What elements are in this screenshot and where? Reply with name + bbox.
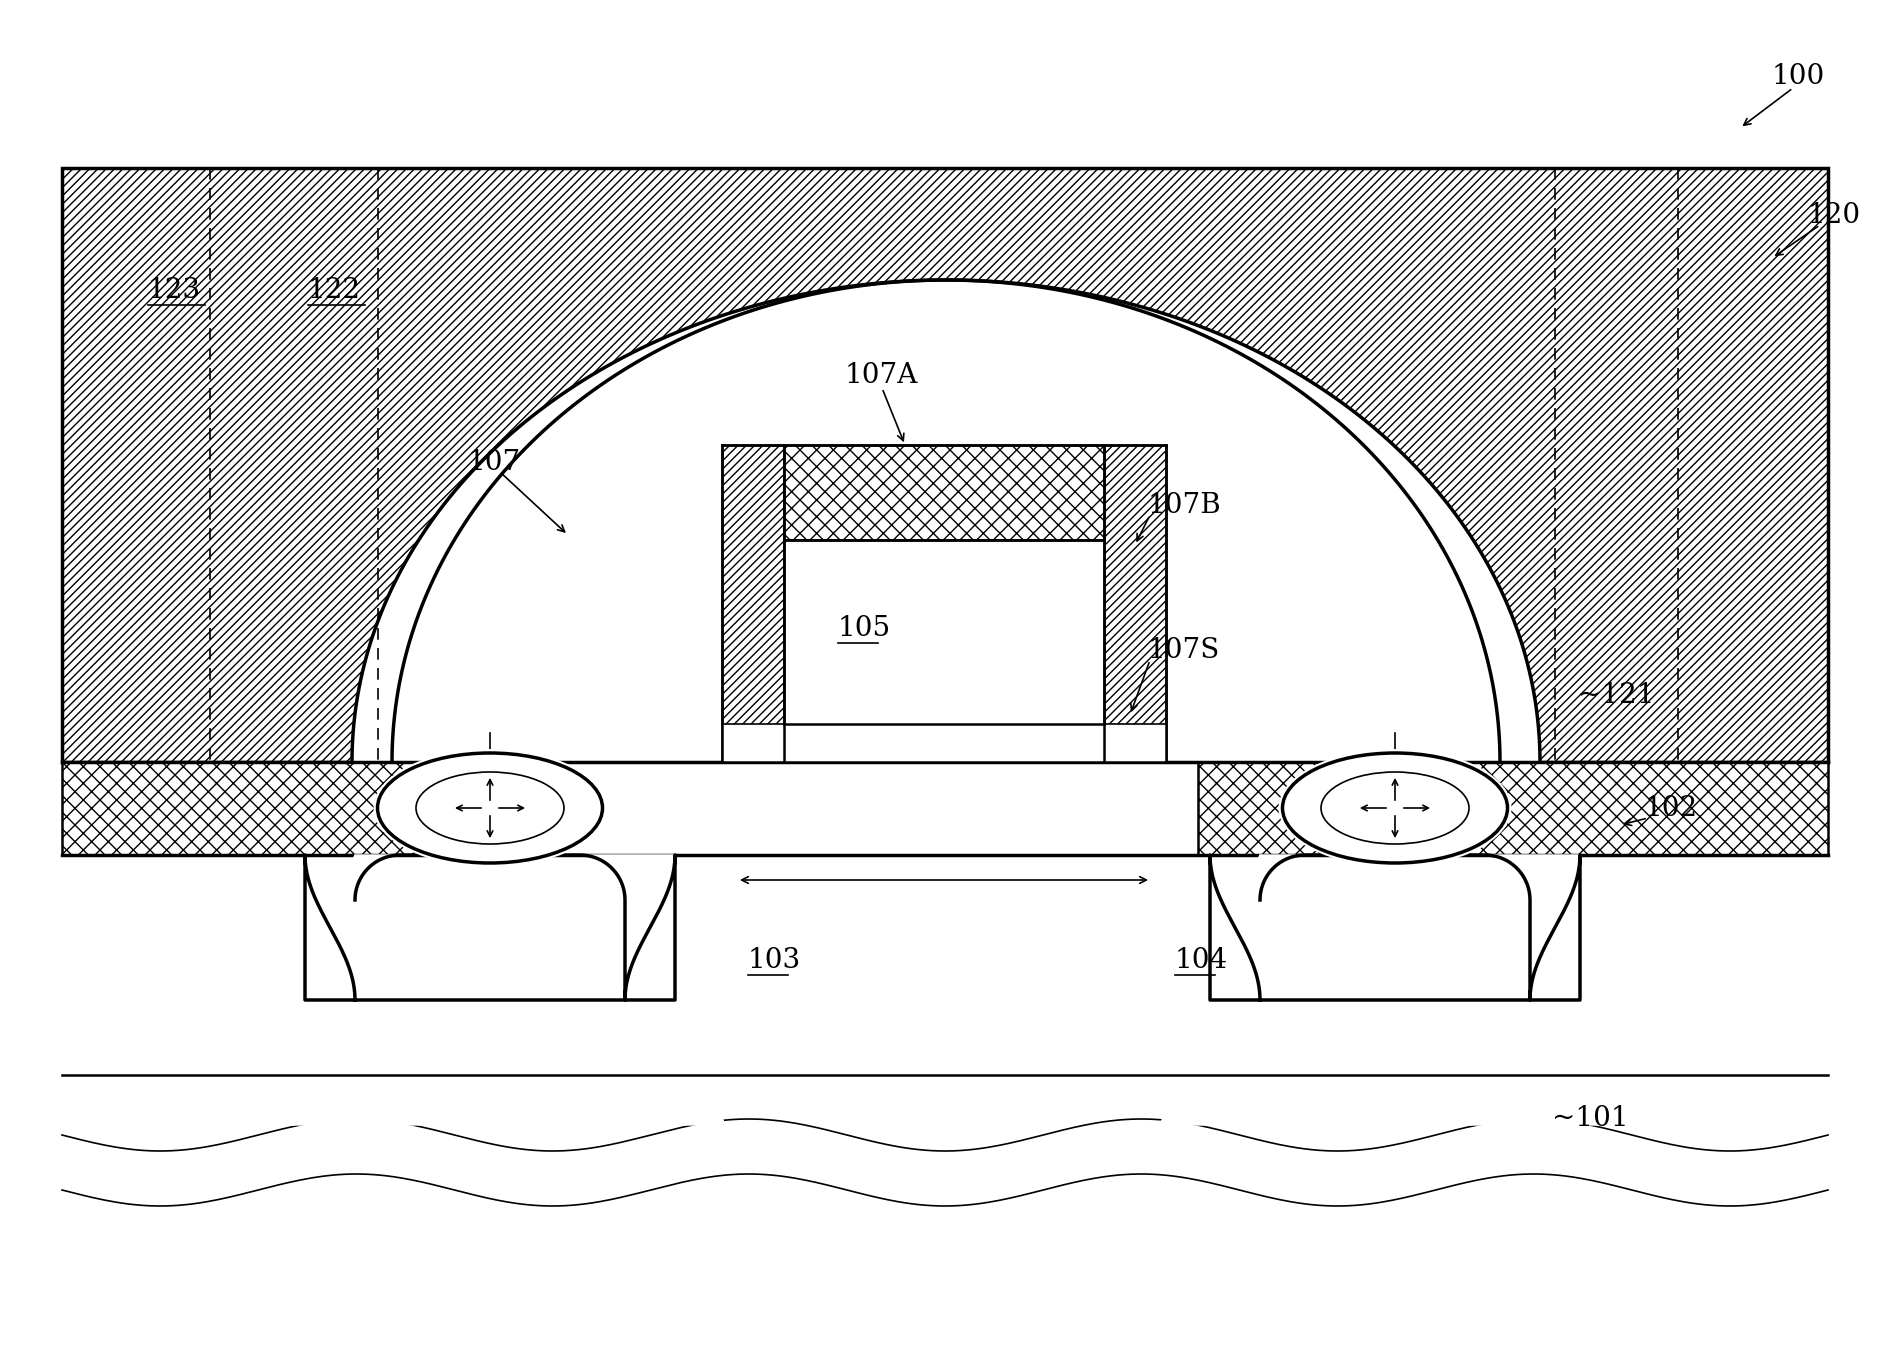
Ellipse shape <box>374 749 606 867</box>
Text: 100: 100 <box>1773 62 1826 90</box>
Text: 105: 105 <box>838 615 891 642</box>
Text: 123: 123 <box>147 277 200 304</box>
Text: ~101: ~101 <box>1552 1105 1629 1132</box>
Text: 120: 120 <box>1809 201 1862 228</box>
Bar <box>784 540 1104 725</box>
Text: 122: 122 <box>308 277 361 304</box>
Text: ~121: ~121 <box>1578 681 1654 708</box>
Text: 102: 102 <box>1644 794 1697 821</box>
Ellipse shape <box>1278 749 1512 867</box>
Polygon shape <box>351 280 1541 962</box>
Polygon shape <box>255 855 725 1125</box>
Text: 107A: 107A <box>846 361 918 388</box>
Bar <box>62 763 461 855</box>
Text: 107S: 107S <box>1148 636 1220 664</box>
Bar <box>784 445 1104 540</box>
Bar <box>1104 445 1167 763</box>
Text: 103: 103 <box>748 946 801 973</box>
Text: 107B: 107B <box>1148 491 1222 518</box>
Text: 104: 104 <box>1174 946 1227 973</box>
Bar <box>721 725 1167 763</box>
Text: 107: 107 <box>468 449 521 475</box>
Bar <box>62 168 1828 763</box>
Bar <box>721 445 784 763</box>
Bar <box>1199 763 1828 855</box>
Polygon shape <box>1159 855 1629 1125</box>
